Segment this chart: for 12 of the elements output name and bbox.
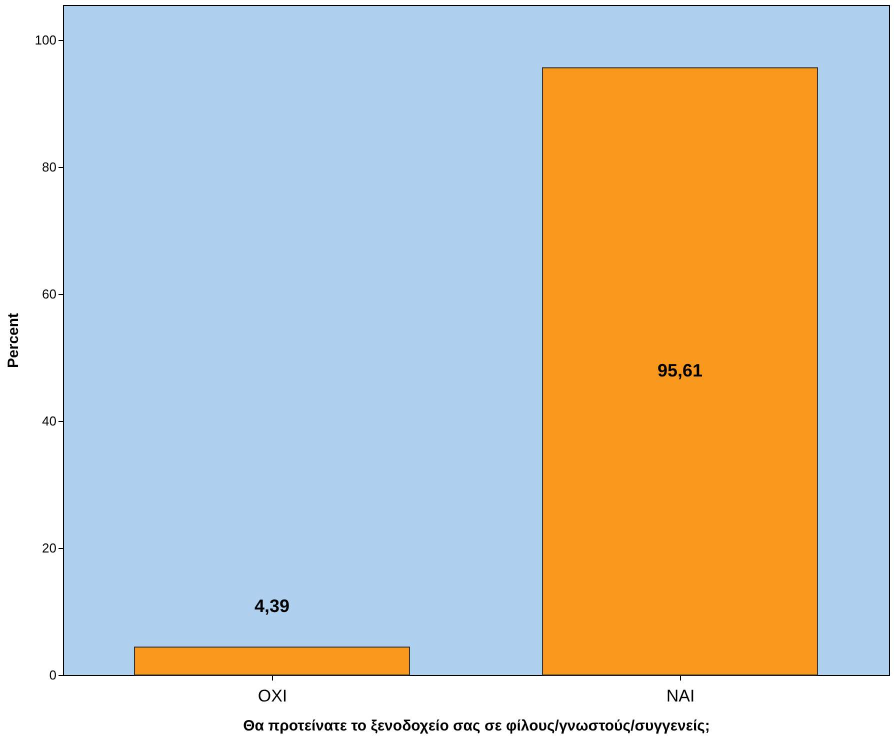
- data-label: 4,39: [254, 596, 290, 616]
- data-label: 95,61: [657, 360, 703, 380]
- y-tick-label: 0: [49, 668, 56, 682]
- y-tick-label: 40: [42, 413, 56, 428]
- y-axis-title: Percent: [4, 312, 22, 368]
- x-axis-title: Θα προτείνατε το ξενοδοχείο σας σε φίλους/γνωστούς/συγγενείς;: [243, 718, 710, 734]
- x-tick-label: ΝΑΙ: [666, 686, 695, 706]
- y-tick-label: 60: [42, 286, 56, 302]
- y-tick-label: 100: [34, 32, 56, 48]
- y-tick-label: 80: [42, 159, 56, 174]
- y-tick-label: 20: [42, 540, 56, 556]
- x-tick-label: ΟΧΙ: [258, 686, 288, 706]
